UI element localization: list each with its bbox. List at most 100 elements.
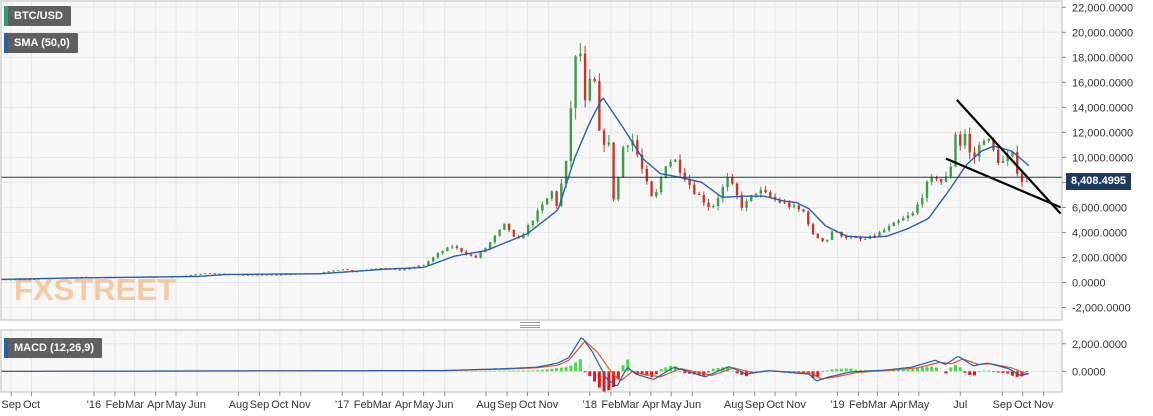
candle-body-178 [849, 237, 853, 239]
candle-149 [712, 204, 715, 209]
candle-body-126 [602, 130, 606, 145]
macd-hist-bar-132 [626, 359, 630, 372]
candle-body-186 [887, 226, 891, 231]
candle-169 [807, 210, 810, 227]
candle-body-185 [883, 230, 886, 233]
candle-body-41 [199, 273, 202, 275]
macd-hist-bar-139 [659, 368, 663, 372]
candle-body-156 [745, 200, 748, 208]
candle-body-130 [621, 147, 625, 178]
macd-plot-background [1, 330, 1062, 392]
macd-hist-bar-107 [507, 370, 511, 372]
candle-body-88 [422, 265, 425, 266]
candle-151 [721, 184, 725, 203]
macd-hist-bar-210 [996, 371, 1000, 373]
macd-hist-bar-154 [730, 370, 734, 372]
macd-hist-bar-141 [669, 365, 673, 372]
macd-hist-bar-122 [578, 359, 582, 372]
candle-body-129 [617, 177, 620, 200]
candle-body-54 [260, 274, 264, 276]
symbol-label[interactable]: BTC/USD [4, 6, 71, 26]
x-tick-label-23: Feb [601, 399, 620, 411]
candle-body-172 [821, 238, 824, 242]
candle-body-5 [28, 279, 31, 281]
sma-label[interactable]: SMA (50,0) [4, 33, 78, 53]
macd-hist-bar-127 [602, 371, 606, 392]
sma-series [1, 97, 1030, 281]
candle-body-160 [764, 189, 767, 193]
x-tick-label-6: May [166, 399, 187, 411]
candle-44 [213, 273, 216, 275]
candle-40 [194, 274, 197, 276]
candle-96 [460, 247, 463, 254]
pane-resize-handle[interactable] [520, 322, 540, 328]
candle-body-112 [536, 210, 539, 222]
candle-140 [669, 159, 672, 168]
macd-hist-bar-189 [897, 369, 901, 372]
macd-hist-bar-118 [559, 367, 563, 372]
candle-body-57 [275, 274, 278, 276]
candle-41 [199, 273, 202, 275]
candle-body-141 [674, 159, 677, 162]
macd-y-tick-label-1: 0.0000 [1072, 366, 1106, 378]
y-tick-label-3: 16,000.0000 [1072, 77, 1133, 89]
macd-hist-bar-216 [1025, 371, 1029, 373]
candle-body-143 [683, 172, 687, 180]
candle-69 [332, 270, 335, 272]
candle-121 [579, 42, 582, 62]
x-tick-label-16: May [413, 399, 434, 411]
macd-hist-bar-188 [892, 370, 896, 372]
candle-body-209 [997, 149, 1000, 163]
sma-line [1, 97, 1030, 281]
candle-119 [569, 100, 573, 168]
macd-hist-bar-153 [726, 366, 730, 372]
candle-body-212 [1011, 152, 1014, 157]
candle-body-6 [33, 279, 36, 280]
candle-body-150 [716, 198, 720, 207]
macd-label[interactable]: MACD (12,26,9) [4, 338, 103, 358]
candle-141 [674, 158, 677, 163]
macd-hist-bar-211 [1001, 371, 1005, 373]
candle-160 [764, 185, 767, 194]
x-tick-label-13: Feb [354, 399, 373, 411]
candle-body-70 [336, 270, 340, 272]
candle-body-139 [664, 166, 668, 179]
macd-hist-bar-213 [1010, 371, 1014, 376]
candle-body-196 [935, 177, 938, 179]
candle-138 [659, 175, 663, 195]
candle-body-52 [251, 274, 254, 276]
candle-body-96 [460, 248, 463, 252]
candle-body-188 [897, 220, 900, 223]
candle-body-45 [218, 273, 221, 275]
x-tick-label-22: '18 [583, 399, 597, 411]
candle-body-140 [669, 161, 672, 167]
candle-42 [203, 273, 207, 275]
candle-193 [921, 193, 924, 208]
candle-body-194 [925, 181, 929, 199]
candle-115 [550, 190, 554, 202]
candle-body-181 [864, 238, 867, 240]
candle-187 [892, 221, 895, 227]
candle-203 [968, 127, 971, 160]
candle-146 [697, 191, 701, 196]
macd-hist-bar-202 [958, 367, 962, 372]
macd-hist-bar-179 [849, 368, 853, 372]
candle-body-3 [18, 279, 22, 281]
candle-168 [802, 208, 805, 213]
candle-body-190 [906, 215, 910, 219]
macd-hist-bar-135 [640, 371, 644, 375]
candle-body-69 [332, 270, 335, 272]
macd-y-tick-label-0: 2,000.0000 [1072, 339, 1127, 351]
candle-110 [526, 223, 530, 237]
x-tick-label-27: Jun [683, 399, 701, 411]
candle-131 [626, 144, 630, 152]
macd-hist-bar-104 [493, 370, 497, 372]
candle-body-107 [512, 229, 516, 237]
macd-hist-bar-168 [797, 371, 801, 373]
candle-71 [341, 269, 345, 271]
candle-body-151 [721, 187, 725, 199]
candle-body-173 [826, 239, 829, 242]
y-tick-label-12: -2,000.0000 [1072, 302, 1131, 314]
candle-199 [949, 162, 952, 180]
